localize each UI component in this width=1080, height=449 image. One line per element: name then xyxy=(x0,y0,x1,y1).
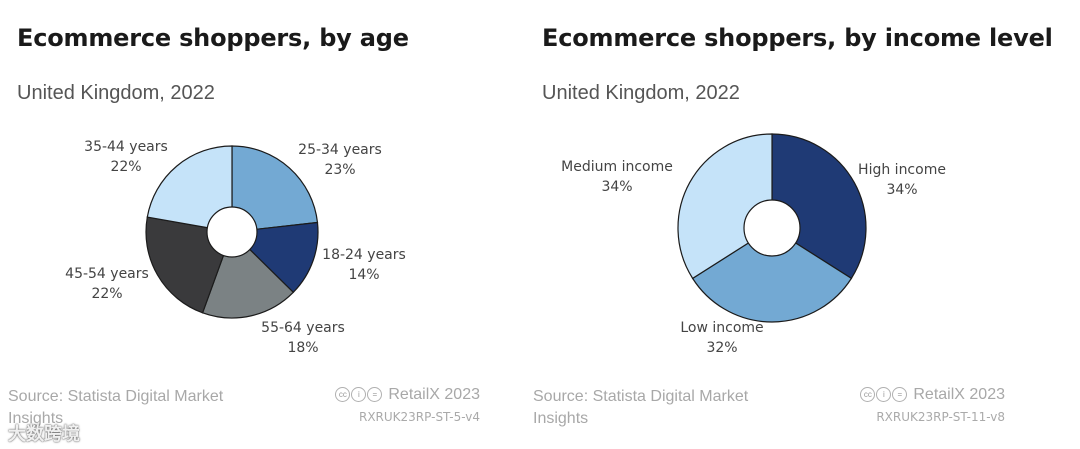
slice-label: 25-34 years xyxy=(298,142,382,158)
slice-value-label: 32% xyxy=(706,340,737,356)
slice-label: 45-54 years xyxy=(65,266,149,282)
slice-value-label: 22% xyxy=(110,159,141,175)
by-icon: i xyxy=(876,387,892,403)
slice-label: 55-64 years xyxy=(261,320,345,336)
slice-label: 35-44 years xyxy=(84,139,168,155)
slice-value-label: 14% xyxy=(348,267,379,283)
source-note: Source: Statista Digital Market Insights xyxy=(8,388,224,427)
pie-slice-low-income xyxy=(691,227,853,323)
by-icon: i xyxy=(351,387,367,403)
chart-title: Ecommerce shoppers, by income level xyxy=(542,24,1053,52)
pie-slice-35-44-years xyxy=(146,145,233,233)
donut-hole xyxy=(743,199,801,257)
chart-panel-age: Ecommerce shoppers, by age United Kingdo… xyxy=(0,0,520,449)
slice-value-label: 23% xyxy=(324,162,355,178)
chart-code: RXRUK23RP-ST-5-v4 xyxy=(358,410,480,424)
pie-slice-25-34-years xyxy=(231,145,319,233)
slice-label: High income xyxy=(858,162,946,178)
credit: cc i = RetailX 2023 xyxy=(815,386,1005,404)
chart-subtitle: United Kingdom, 2022 xyxy=(542,82,740,104)
chart-panel-income: Ecommerce shoppers, by income level Unit… xyxy=(525,0,1080,449)
equals-icon: = xyxy=(367,387,383,403)
source-note: Source: Statista Digital Market Insights xyxy=(533,388,749,427)
credit-text: RetailX 2023 xyxy=(913,386,1005,403)
slice-value-label: 18% xyxy=(287,340,318,356)
slice-label: Low income xyxy=(680,320,763,336)
chart-code: RXRUK23RP-ST-11-v8 xyxy=(876,410,1005,424)
license-icons: cc i = xyxy=(335,387,383,403)
chart-subtitle: United Kingdom, 2022 xyxy=(17,82,215,104)
slice-value-label: 34% xyxy=(601,179,632,195)
credit-text: RetailX 2023 xyxy=(388,386,480,403)
equals-icon: = xyxy=(892,387,908,403)
slice-value-label: 34% xyxy=(886,182,917,198)
cc-icon: cc xyxy=(335,387,351,403)
slice-value-label: 22% xyxy=(91,286,122,302)
slice-label: Medium income xyxy=(561,159,673,175)
slice-label: 18-24 years xyxy=(322,247,406,263)
credit: cc i = RetailX 2023 xyxy=(290,386,480,404)
donut-hole xyxy=(206,206,258,258)
pie-chart-age: 25-34 years 23% 18-24 years 14% 55-64 years 1… xyxy=(65,139,406,356)
chart-title: Ecommerce shoppers, by age xyxy=(17,24,409,52)
watermark: 大数跨境 xyxy=(8,424,80,444)
cc-icon: cc xyxy=(860,387,876,403)
pie-chart-income: High income 34% Low income 32% Medium income… xyxy=(561,133,946,356)
license-icons: cc i = xyxy=(860,387,908,403)
